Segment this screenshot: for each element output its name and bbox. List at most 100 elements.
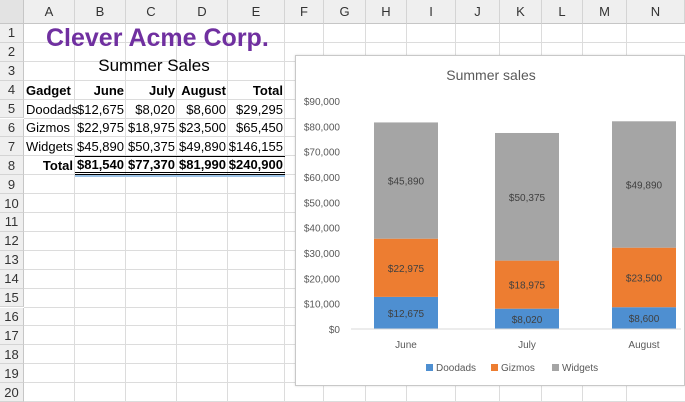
bar-gizmos-august (612, 247, 676, 308)
data-label: $45,890 (388, 177, 425, 188)
legend-swatch-widgets (552, 364, 559, 371)
column-header-b[interactable]: B (75, 0, 126, 24)
column-header-m[interactable]: M (583, 0, 627, 24)
header-cell[interactable]: June (93, 82, 124, 98)
value-cell[interactable]: $12,675 (77, 101, 124, 117)
data-label: $50,375 (509, 193, 546, 204)
legend-label-doodads: Doodads (436, 363, 476, 374)
data-label: $18,975 (509, 281, 546, 292)
y-tick-label: $10,000 (304, 300, 341, 311)
column-header-j[interactable]: J (456, 0, 500, 24)
row-header-14[interactable]: 14 (0, 269, 24, 289)
bar-widgets-august (612, 121, 676, 248)
total-label-cell[interactable]: Total (42, 158, 73, 174)
value-cell[interactable]: $8,600 (186, 101, 226, 117)
column-header-l[interactable]: L (542, 0, 583, 24)
value-cell[interactable]: $49,890 (179, 139, 226, 155)
y-tick-label: $20,000 (304, 274, 341, 285)
column-header-d[interactable]: D (177, 0, 228, 24)
legend-swatch-doodads (426, 364, 433, 371)
row-header-17[interactable]: 17 (0, 326, 24, 346)
row-header-4[interactable]: 4 (0, 80, 24, 100)
total-cell[interactable]: $240,900 (228, 156, 285, 176)
row-header-8[interactable]: 8 (0, 156, 24, 176)
y-tick-label: $70,000 (304, 148, 341, 159)
row-header-15[interactable]: 15 (0, 288, 24, 308)
y-tick-label: $90,000 (304, 97, 341, 108)
row-gridline (24, 41, 685, 43)
select-all-corner[interactable] (0, 0, 24, 24)
y-tick-label: $40,000 (304, 224, 341, 235)
subtitle-cell[interactable]: Summer Sales (98, 56, 210, 75)
row-header-2[interactable]: 2 (0, 42, 24, 62)
column-header-f[interactable]: F (285, 0, 324, 24)
y-tick-label: $60,000 (304, 173, 341, 184)
column-header-h[interactable]: H (366, 0, 407, 24)
value-cell[interactable]: $45,890 (77, 139, 124, 155)
row-header-3[interactable]: 3 (0, 61, 24, 81)
row-header-16[interactable]: 16 (0, 307, 24, 327)
value-cell[interactable]: $50,375 (128, 139, 175, 155)
chart-canvas: Summer sales $0 $10,000 $20,000 $30,000 $40,0… (304, 67, 681, 374)
row-header-7[interactable]: 7 (0, 137, 24, 157)
column-header-c[interactable]: C (126, 0, 177, 24)
header-cell[interactable]: July (148, 82, 175, 98)
column-header-n[interactable]: N (627, 0, 685, 24)
title-cell[interactable]: Clever Acme Corp. (46, 23, 269, 52)
row-header-1[interactable]: 1 (0, 24, 24, 43)
row-header-11[interactable]: 11 (0, 213, 24, 232)
total-cell[interactable]: $81,990 (177, 156, 228, 176)
column-gridline (176, 24, 177, 402)
chart-title: Summer sales (446, 67, 535, 83)
column-gridline (227, 24, 228, 402)
selection-highlight (75, 175, 285, 178)
row-label-cell[interactable]: Gizmos (26, 120, 71, 136)
value-cell[interactable]: $22,975 (77, 120, 124, 136)
y-tick-label: $50,000 (304, 198, 341, 209)
bar-widgets-july (495, 132, 559, 261)
row-label-cell[interactable]: Doodads (26, 101, 79, 117)
data-label: $12,675 (388, 309, 425, 320)
column-header-e[interactable]: E (228, 0, 285, 24)
legend-label-gizmos: Gizmos (501, 363, 535, 374)
summer-sales-chart[interactable]: Summer sales $0 $10,000 $20,000 $30,000 $40,0… (295, 55, 685, 386)
row-header-12[interactable]: 12 (0, 231, 24, 251)
header-cell[interactable]: Total (252, 82, 283, 98)
y-tick-label: $30,000 (304, 249, 341, 260)
y-tick-label: $0 (329, 325, 341, 336)
row-header-6[interactable]: 6 (0, 118, 24, 138)
row-header-10[interactable]: 10 (0, 194, 24, 213)
value-cell[interactable]: $146,155 (228, 139, 283, 155)
data-label: $23,500 (626, 273, 663, 284)
y-tick-label: $80,000 (304, 122, 341, 133)
header-cell[interactable]: August (181, 82, 226, 98)
column-header-g[interactable]: G (324, 0, 366, 24)
legend-swatch-gizmos (491, 364, 498, 371)
row-label-cell[interactable]: Widgets (26, 139, 73, 155)
column-header-a[interactable]: A (24, 0, 75, 24)
bar-doodads-august (612, 307, 676, 329)
column-gridline (284, 24, 285, 402)
row-header-19[interactable]: 19 (0, 364, 24, 384)
value-cell[interactable]: $23,500 (179, 120, 226, 136)
value-cell[interactable]: $18,975 (128, 120, 175, 136)
column-gridline (74, 24, 75, 402)
row-header-18[interactable]: 18 (0, 345, 24, 365)
row-header-20[interactable]: 20 (0, 383, 24, 402)
row-header-13[interactable]: 13 (0, 250, 24, 270)
x-tick-label: June (395, 340, 417, 351)
value-cell[interactable]: $29,295 (236, 101, 283, 117)
total-cell[interactable]: $77,370 (126, 156, 177, 176)
data-label: $8,600 (629, 314, 660, 325)
total-cell[interactable]: $81,540 (75, 156, 126, 176)
header-cell[interactable]: Gadget (26, 82, 71, 98)
row-header-5[interactable]: 5 (0, 99, 24, 119)
value-cell[interactable]: $65,450 (236, 120, 283, 136)
x-tick-label: August (628, 340, 659, 351)
data-label: $22,975 (388, 264, 425, 275)
row-header-9[interactable]: 9 (0, 175, 24, 195)
column-header-i[interactable]: I (407, 0, 456, 24)
column-header-k[interactable]: K (500, 0, 542, 24)
value-cell[interactable]: $8,020 (135, 101, 175, 117)
